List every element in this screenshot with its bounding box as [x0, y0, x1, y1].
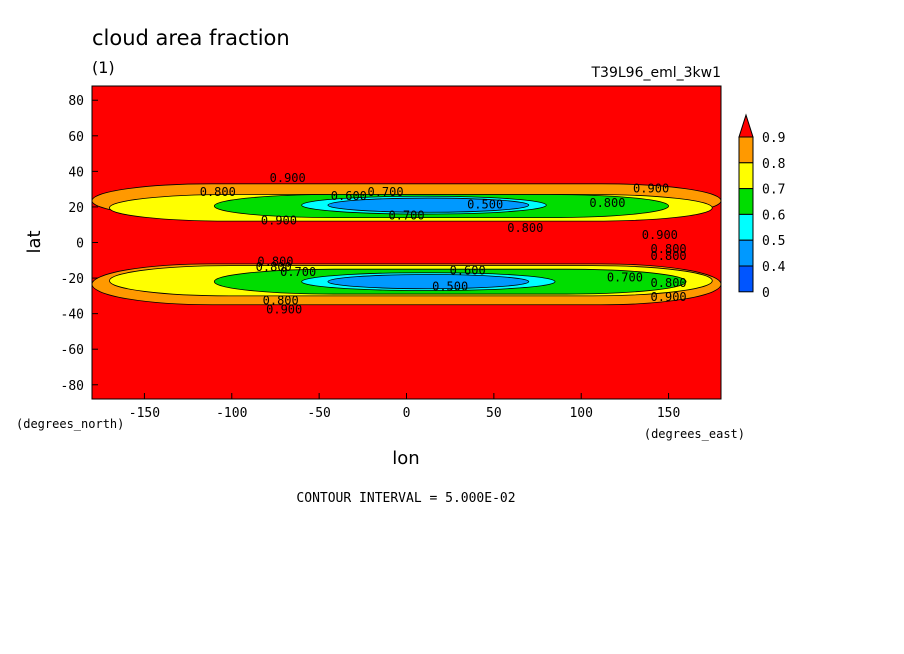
colorbar-label-4: 0.5	[762, 234, 785, 249]
contour-label-9: 0.900	[633, 182, 669, 196]
contour-label-15: 0.700	[280, 265, 316, 279]
y-tick-label-6: -40	[61, 308, 84, 323]
contour-label-12: 0.800	[651, 249, 687, 263]
colorbar-swatch-3	[738, 188, 754, 215]
x-axis: -150 -100 -50 0 50 100 150	[129, 393, 680, 421]
contour-label-10: 0.900	[642, 228, 678, 242]
y-tick-label-2: 40	[68, 165, 84, 180]
y-tick-label-7: -60	[61, 343, 84, 358]
contour-label-5: 0.700	[388, 208, 424, 222]
contour-label-14: 0.800	[256, 260, 292, 274]
x-tick-label-2: -50	[307, 406, 330, 421]
contour-label-8: 0.800	[589, 196, 625, 210]
contour-band-9	[327, 274, 530, 290]
chart-title: cloud area fraction	[92, 26, 290, 50]
colorbar: 0.9 0.8 0.7 0.6 0.5 0.4 0	[738, 113, 786, 301]
y-tick-label-3: 20	[68, 201, 84, 216]
colorbar-label-2: 0.7	[762, 183, 785, 198]
contour-label-11: 0.800	[651, 242, 687, 256]
y-tick-label-8: -80	[61, 379, 84, 394]
contour-label-4: 0.500	[467, 198, 503, 212]
x-tick-label-4: 50	[486, 406, 502, 421]
chart-subtitle: (1)	[92, 58, 115, 77]
contour-label-18: 0.700	[607, 271, 643, 285]
colorbar-label-5: 0.4	[762, 260, 786, 275]
x-tick-label-5: 100	[569, 406, 592, 421]
contour-label-21: 0.800	[263, 294, 299, 308]
contour-label-22: 0.900	[266, 303, 302, 317]
colorbar-swatch-2	[738, 162, 754, 190]
contour-label-2: 0.700	[367, 185, 403, 199]
colorbar-label-6: 0	[762, 286, 770, 301]
dataset-label: T39L96_eml_3kw1	[591, 65, 722, 81]
contour-interval-text: CONTOUR INTERVAL = 5.000E-02	[296, 491, 515, 506]
contour-label-16: 0.600	[450, 263, 486, 277]
contour-label-1: 0.800	[200, 185, 236, 199]
y-tick-label-0: 80	[68, 94, 84, 109]
contour-label-7: 0.800	[507, 221, 543, 235]
plot-background	[92, 86, 721, 399]
contour-label-19: 0.800	[651, 276, 687, 290]
colorbar-label-0: 0.9	[762, 131, 785, 146]
x-tick-label-1: -100	[216, 406, 247, 421]
y-tick-label-5: -20	[61, 272, 84, 287]
y-axis-units: (degrees_north)	[16, 417, 124, 431]
colorbar-arrow	[738, 113, 754, 138]
y-axis-label: lat	[24, 230, 45, 253]
contour-label-3: 0.600	[331, 189, 367, 203]
colorbar-swatch-4	[738, 213, 754, 241]
x-axis-label: lon	[392, 448, 419, 469]
contour-fill-layer	[92, 183, 721, 306]
colorbar-swatch-6	[738, 265, 754, 293]
contour-band-4	[327, 197, 530, 213]
contour-label-17: 0.500	[432, 279, 468, 293]
x-tick-label-3: 0	[403, 406, 411, 421]
colorbar-swatch-5	[738, 239, 754, 267]
contour-label-0: 0.900	[270, 171, 306, 185]
colorbar-label-3: 0.6	[762, 208, 785, 223]
y-tick-label-1: 60	[68, 130, 84, 145]
colorbar-swatch-1	[738, 136, 754, 164]
contour-label-6: 0.900	[261, 214, 297, 228]
colorbar-label-1: 0.8	[762, 157, 785, 172]
x-axis-units: (degrees_east)	[644, 427, 745, 441]
contour-label-20: 0.900	[651, 290, 687, 304]
contour-label-13: 0.800	[257, 255, 293, 269]
y-axis: 80 60 40 20 0 -20 -40 -60 -80	[61, 94, 98, 394]
y-tick-label-4: 0	[76, 237, 84, 252]
x-tick-label-6: 150	[657, 406, 680, 421]
x-tick-label-0: -150	[129, 406, 160, 421]
